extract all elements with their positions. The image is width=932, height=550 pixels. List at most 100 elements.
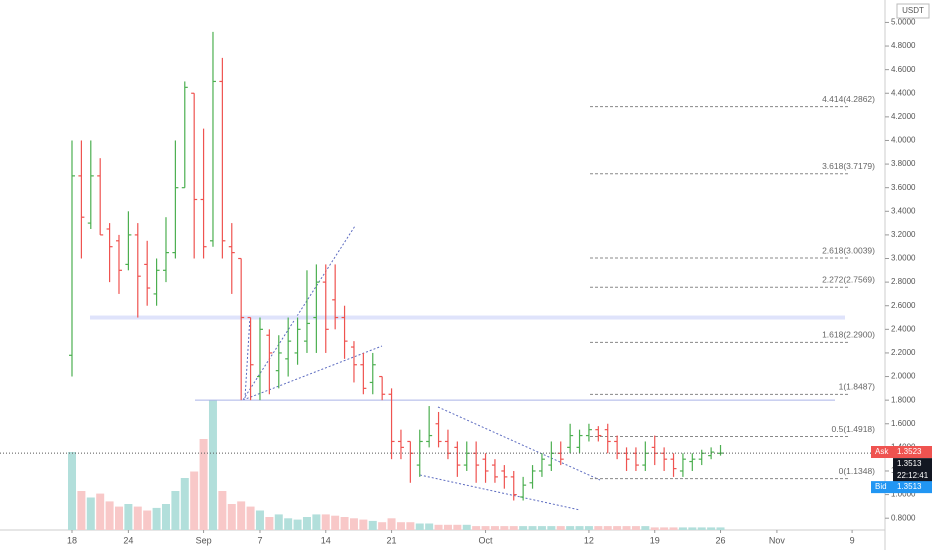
- y-tick-label: 5.0000: [891, 18, 916, 27]
- y-tick-label: 3.4000: [891, 206, 916, 215]
- x-tick-label: 24: [123, 535, 133, 545]
- countdown: 22:12:41: [897, 471, 929, 480]
- trendline: [242, 345, 383, 401]
- volume-bar: [227, 504, 236, 530]
- volume-bar: [641, 526, 650, 530]
- volume-bar: [669, 527, 678, 530]
- volume-bar: [208, 400, 217, 530]
- volume-bar: [697, 527, 706, 530]
- trendline: [244, 316, 251, 399]
- volume-bar: [274, 514, 283, 530]
- volume-bar: [500, 526, 509, 530]
- y-tick-label: 2.2000: [891, 348, 916, 357]
- volume-bar: [152, 507, 161, 530]
- volume-bar: [603, 526, 612, 530]
- fib-label: 2.272(2.7569): [822, 274, 875, 284]
- volume-bar: [302, 517, 311, 530]
- y-tick-label: 3.0000: [891, 254, 916, 263]
- x-tick-label: 9: [850, 535, 855, 545]
- x-tick-label: 18: [67, 535, 77, 545]
- y-tick-label: 3.2000: [891, 230, 916, 239]
- volume-bar: [490, 526, 499, 530]
- y-tick-label: 2.0000: [891, 372, 916, 381]
- x-tick-label: 26: [716, 535, 726, 545]
- volume-bar: [509, 526, 518, 530]
- volume-bar: [359, 519, 368, 530]
- y-tick-label: 0.8000: [891, 513, 916, 522]
- bid-value: 1.3513: [897, 482, 922, 491]
- y-tick-label: 2.8000: [891, 277, 916, 286]
- fib-label: 1(1.8487): [839, 382, 876, 392]
- last-value: 1.3513: [897, 459, 922, 468]
- x-tick-label: 14: [321, 535, 331, 545]
- volume-bar: [566, 526, 575, 530]
- volume-bar: [321, 514, 330, 530]
- volume-bar: [265, 517, 274, 530]
- volume-bar: [462, 524, 471, 530]
- volume-bar: [453, 524, 462, 530]
- volume-bar: [415, 523, 424, 530]
- volume-bar: [406, 522, 415, 530]
- volume-bar: [631, 526, 640, 530]
- last-box: [893, 458, 932, 483]
- currency: USDT: [902, 6, 924, 15]
- volume-bar: [378, 522, 387, 530]
- volume-bar: [293, 519, 302, 530]
- volume-bar: [255, 510, 264, 530]
- y-tick-label: 4.6000: [891, 65, 916, 74]
- volume-bar: [114, 506, 123, 530]
- volume-bar: [584, 526, 593, 530]
- y-tick-label: 1.8000: [891, 395, 916, 404]
- volume-bar: [434, 524, 443, 530]
- y-tick-label: 3.6000: [891, 183, 916, 192]
- volume-bar: [246, 506, 255, 530]
- fib-label: 1.618(2.2900): [822, 330, 875, 340]
- y-tick-label: 2.4000: [891, 324, 916, 333]
- volume-bar: [77, 491, 86, 530]
- trendline: [419, 474, 581, 511]
- ask-box: [871, 446, 932, 459]
- x-tick-label: 19: [650, 535, 660, 545]
- volume-bar: [161, 504, 170, 530]
- volume-bar: [143, 510, 152, 530]
- trendlines: [242, 225, 601, 511]
- volume-bar: [180, 478, 189, 530]
- y-tick-label: 1.6000: [891, 419, 916, 428]
- fib-label: 4.414(4.2862): [822, 94, 875, 104]
- volume-bar: [594, 526, 603, 530]
- y-tick-label: 4.2000: [891, 112, 916, 121]
- bid-box: [871, 481, 932, 494]
- volume-bar: [528, 526, 537, 530]
- volume-bar: [190, 471, 199, 530]
- y-tick-label: 3.8000: [891, 159, 916, 168]
- volume-bar: [650, 527, 659, 530]
- bid-label: Bid: [875, 482, 887, 491]
- volume-bar: [481, 526, 490, 530]
- volume-bar: [537, 526, 546, 530]
- volume-bar: [237, 501, 246, 530]
- currency-box: [896, 3, 930, 19]
- y-tick-label: 2.6000: [891, 301, 916, 310]
- volume-bar: [312, 514, 321, 530]
- volume-bar: [519, 526, 528, 530]
- volume-bar: [613, 526, 622, 530]
- horizontal-band: [90, 315, 845, 320]
- fib-label: 0.5(1.4918): [832, 424, 876, 434]
- volume-bar: [472, 526, 481, 530]
- volume-bar: [96, 493, 105, 530]
- fib-label: 2.618(3.0039): [822, 245, 875, 255]
- volume-bar: [387, 518, 396, 530]
- volume-bar: [67, 452, 76, 530]
- volume-bar: [556, 526, 565, 530]
- volume-bar: [547, 526, 556, 530]
- volume-bar: [622, 526, 631, 530]
- volume-bar: [349, 518, 358, 530]
- volume-bar: [575, 526, 584, 530]
- volume-bar: [707, 527, 716, 530]
- volume-bar: [678, 527, 687, 530]
- volume-bar: [331, 515, 340, 530]
- volume-bar: [340, 517, 349, 530]
- volume-bar: [425, 523, 434, 530]
- ask-value: 1.3523: [897, 447, 922, 456]
